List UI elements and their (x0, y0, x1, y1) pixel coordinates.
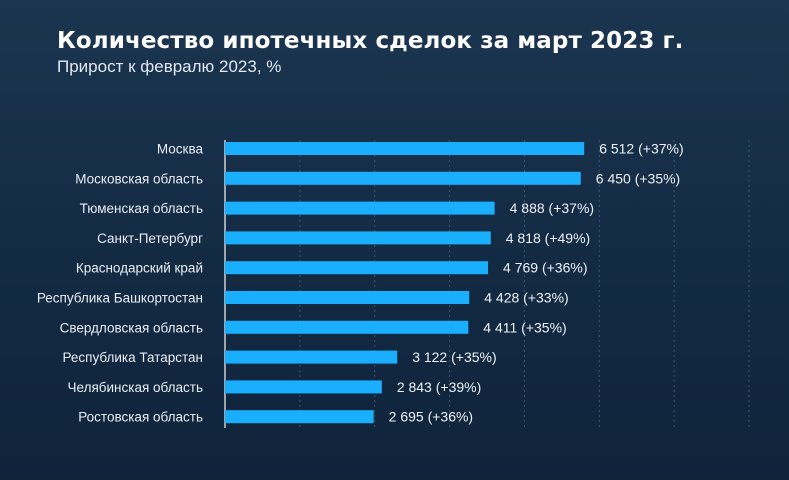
category-labels: Москва Московская область Тюменская област… (37, 142, 204, 425)
bar (225, 231, 491, 245)
data-label: 4 888 (+37%) (510, 200, 594, 216)
category-label: Республика Татарстан (62, 350, 203, 365)
chart-title: Количество ипотечных сделок за март 2023… (57, 28, 684, 54)
chart-subtitle: Прирост к февралю 2023, % (57, 57, 282, 76)
data-label: 4 428 (+33%) (484, 290, 568, 306)
bar (225, 142, 585, 155)
category-label: Республика Башкортостан (37, 291, 203, 306)
data-label: 6 512 (+37%) (599, 141, 683, 157)
value-labels: 6 512 (+37%) 6 450 (+35%)4 888 (+37%) 4 81… (389, 141, 684, 425)
data-label: 4 769 (+36%) (503, 260, 587, 276)
bars (225, 142, 585, 424)
data-label: 2 695 (+36%) (389, 409, 473, 425)
bar (225, 320, 469, 334)
bar (225, 171, 581, 185)
bar (225, 261, 489, 275)
category-label: Москва (157, 142, 204, 157)
data-label: 2 843 (+39%) (397, 379, 481, 395)
bar (225, 410, 374, 424)
category-label: Свердловская область (60, 320, 203, 335)
grid-lines (224, 140, 750, 428)
bar (225, 291, 470, 304)
category-label: Челябинская область (68, 380, 203, 395)
data-label: 3 122 (+35%) (412, 349, 496, 365)
category-label: Ростовская область (78, 410, 203, 425)
bar (225, 350, 398, 364)
data-label: 6 450 (+35%) (596, 170, 680, 186)
category-label: Московская область (75, 171, 203, 186)
category-label: Санкт-Петербург (97, 231, 203, 246)
data-label: 4 411 (+35%) (483, 319, 566, 335)
bar (225, 380, 382, 394)
category-label: Тюменская область (80, 201, 203, 216)
bar (225, 201, 495, 215)
category-label: Краснодарский край (76, 261, 203, 276)
data-label: 4 818 (+49%) (506, 230, 590, 246)
